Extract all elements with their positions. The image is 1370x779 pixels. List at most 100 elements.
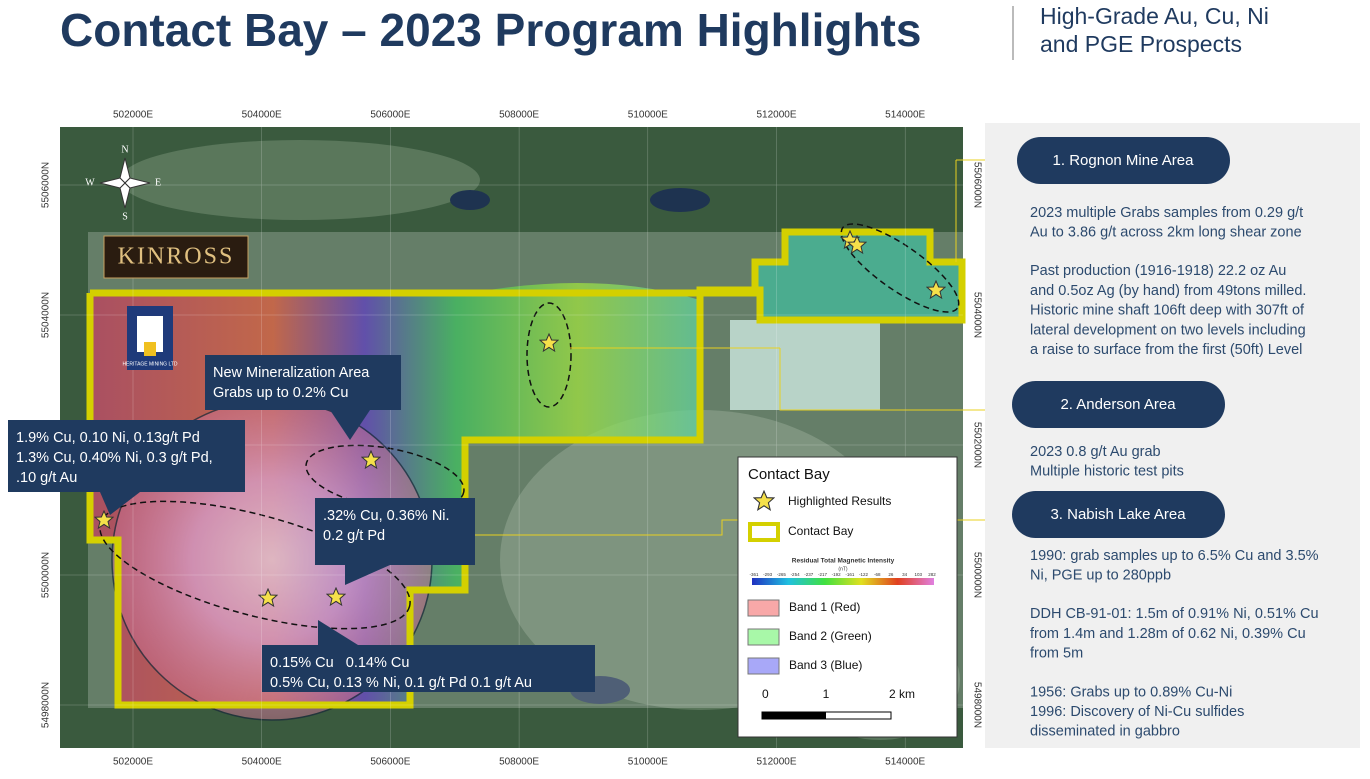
area-text: Past production (1916-1918) 22.2 oz Au [1030,263,1286,279]
northing-label: 5500000N [971,552,982,598]
area-text: 1990: grab samples up to 6.5% Cu and 3.5… [1030,548,1319,564]
callout-tail [100,492,140,515]
legend-label: Highlighted Results [788,494,891,508]
colorbar-tick: 282 [928,572,936,577]
easting-label: 502000E [113,757,153,768]
callout-box [315,498,475,565]
colorbar-tick: -122 [859,572,869,577]
colorbar-tick: 26 [888,572,894,577]
area-text: lateral development on two levels includ… [1030,322,1306,338]
easting-label: 504000E [242,757,282,768]
easting-label: 508000E [499,110,539,121]
magnetic-layer [730,320,880,410]
area-text: Au to 3.86 g/t across 2km long shear zon… [1030,225,1302,241]
area-text: Multiple historic test pits [1030,464,1184,480]
area-text: Historic mine shaft 106ft deep with 307f… [1030,303,1305,319]
legend-swatch [747,599,780,617]
area-text: from 5m [1030,646,1083,662]
scale-label: 0 [762,687,769,701]
colorbar-tick: -265 [777,572,787,577]
easting-label: 504000E [242,110,282,121]
callout-text: 1.9% Cu, 0.10 Ni, 0.13g/t Pd [16,430,200,446]
easting-label: 514000E [885,757,925,768]
easting-label: 512000E [756,110,796,121]
legend-label: Band 2 (Green) [789,629,872,643]
callout-text: 0.5% Cu, 0.13 % Ni, 0.1 g/t Pd 0.1 g/t A… [270,675,532,691]
northing-label: 5504000N [971,292,982,338]
compass-label: E [155,177,161,188]
title: Contact Bay – 2023 Program Highlights [60,4,921,56]
legend-swatch [748,522,780,542]
northing-label: 5500000N [41,552,52,598]
easting-label: 510000E [628,110,668,121]
callout-text: 0.2 g/t Pd [323,528,385,544]
area-name: 1. Rognon Mine Area [1053,152,1195,169]
compass: N E S W [85,144,161,222]
callout-box [205,355,401,410]
colorbar-tick: -293 [763,572,773,577]
callout-tail [345,565,390,585]
area-text: 1996: Discovery of Ni-Cu sulfides [1030,704,1244,720]
northing-label: 5498000N [41,682,52,728]
heritage-text: HERITAGE MINING LTD [122,361,177,367]
area-text: 2023 multiple Grabs samples from 0.29 g/… [1030,205,1303,221]
colorbar-tick: 103 [915,572,923,577]
area-text: 1956: Grabs up to 0.89% Cu-Ni [1030,684,1232,700]
easting-label: 514000E [885,110,925,121]
area-text: DDH CB-91-01: 1.5m of 0.91% Ni, 0.51% Cu [1030,606,1319,622]
legend-label: Band 3 (Blue) [789,658,862,672]
legend-title: Contact Bay [748,466,830,483]
legend-swatch [747,657,780,675]
colorbar [752,578,934,585]
area-pill [1012,381,1225,428]
easting-label: 502000E [113,110,153,121]
easting-label: 506000E [370,110,410,121]
area-pill [1012,491,1225,538]
area-pill [1017,137,1230,184]
northing-label: 5506000N [971,162,982,208]
kinross-logo [103,235,249,279]
area-name: 3. Nabish Lake Area [1050,506,1186,523]
kinross-text: KINROSS [118,244,235,270]
northing-label: 5506000N [41,162,52,208]
compass-label: N [121,144,128,155]
callout-text: New Mineralization Area [213,365,370,381]
area-text: Ni, PGE up to 280ppb [1030,568,1171,584]
scale-label: 2 km [889,687,915,701]
callout-text: .10 g/t Au [16,470,77,486]
coordinate-labels: 502000E 502000E 504000E 504000E 506000E 50600… [41,110,983,768]
colorbar-tick: -361 [749,572,759,577]
callout-box [8,420,245,492]
callout-text: 1.3% Cu, 0.40% Ni, 0.3 g/t Pd, [16,450,213,466]
easting-label: 512000E [756,757,796,768]
area-text: 2023 0.8 g/t Au grab [1030,444,1161,460]
northing-label: 5498000N [971,682,982,728]
area-text: a raise to surface from the first (50ft)… [1030,342,1302,358]
colorbar-unit: (nT) [838,566,848,572]
colorbar-tick: -68 [874,572,881,577]
area-text: and 0.5oz Ag (by hand) from 49tons mille… [1030,283,1306,299]
colorbar-tick: -192 [832,572,842,577]
legend-label: Band 1 (Red) [789,600,860,614]
scale-label: 1 [823,687,830,701]
legend [737,456,958,738]
compass-label: S [122,211,128,222]
callout-box [262,645,595,692]
colorbar-tick: -237 [804,572,814,577]
scale-bar [762,712,826,719]
area-text: from 1.4m and 1.28m of 0.62 Ni, 0.39% Cu [1030,626,1306,642]
colorbar-tick: 34 [902,572,908,577]
area-name: 2. Anderson Area [1060,396,1176,413]
area-text: disseminated in gabbro [1030,724,1180,740]
legend-swatch [747,628,780,646]
callout-text: 0.15% Cu 0.14% Cu [270,655,409,671]
colorbar-tick: -161 [845,572,855,577]
northing-label: 5502000N [971,422,982,468]
property-boundary [86,228,966,709]
colorbar-tick: -254 [791,572,801,577]
colorbar-tick: -217 [818,572,828,577]
easting-label: 506000E [370,757,410,768]
subtitle: and PGE Prospects [1040,31,1242,57]
callout-text: .32% Cu, 0.36% Ni. [323,508,450,524]
